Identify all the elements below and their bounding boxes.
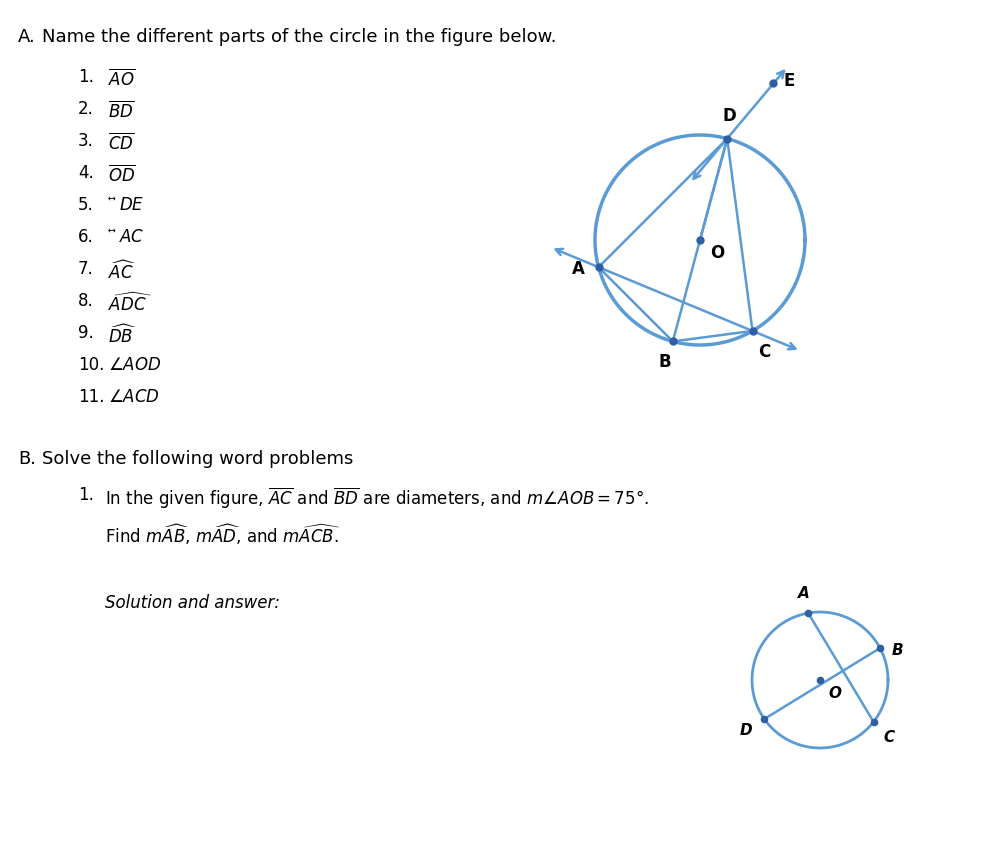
Text: 10.: 10.: [78, 356, 104, 374]
Text: B.: B.: [18, 450, 36, 468]
Text: $\overline{BD}$: $\overline{BD}$: [108, 100, 134, 121]
Text: 11.: 11.: [78, 388, 104, 406]
Text: O: O: [710, 244, 724, 262]
Text: 3.: 3.: [78, 132, 93, 150]
Text: $\overline{OD}$: $\overline{OD}$: [108, 164, 136, 185]
Text: $\widehat{DB}$: $\widehat{DB}$: [108, 324, 137, 347]
Text: 1.: 1.: [78, 486, 93, 504]
Text: $\widehat{ADC}$: $\widehat{ADC}$: [108, 292, 151, 314]
Text: $\overleftrightarrow{AC}$: $\overleftrightarrow{AC}$: [108, 228, 144, 246]
Text: 5.: 5.: [78, 196, 93, 214]
Text: $\widehat{AC}$: $\widehat{AC}$: [108, 260, 136, 283]
Text: C: C: [883, 730, 894, 745]
Text: 8.: 8.: [78, 292, 93, 310]
Text: Find $m\widehat{AB}$, $m\widehat{AD}$, and $m\widehat{ACB}$.: Find $m\widehat{AB}$, $m\widehat{AD}$, a…: [105, 522, 339, 547]
Text: D: D: [722, 106, 736, 124]
Text: 2.: 2.: [78, 100, 93, 118]
Text: B: B: [658, 354, 671, 371]
Text: In the given figure, $\overline{AC}$ and $\overline{BD}$ are diameters, and $m\a: In the given figure, $\overline{AC}$ and…: [105, 486, 648, 511]
Text: C: C: [757, 343, 770, 361]
Text: 7.: 7.: [78, 260, 93, 278]
Text: D: D: [739, 723, 751, 738]
Text: $\overleftrightarrow{DE}$: $\overleftrightarrow{DE}$: [108, 196, 144, 214]
Text: Solution and answer:: Solution and answer:: [105, 594, 279, 612]
Text: $\overline{AO}$: $\overline{AO}$: [108, 68, 135, 89]
Text: 9.: 9.: [78, 324, 93, 342]
Text: 4.: 4.: [78, 164, 93, 182]
Text: A: A: [797, 586, 809, 601]
Text: A.: A.: [18, 28, 36, 46]
Text: 1.: 1.: [78, 68, 93, 86]
Text: Name the different parts of the circle in the figure below.: Name the different parts of the circle i…: [42, 28, 556, 46]
Text: $\angle ACD$: $\angle ACD$: [108, 388, 160, 406]
Text: E: E: [782, 72, 794, 90]
Text: A: A: [572, 260, 584, 278]
Text: 6.: 6.: [78, 228, 93, 246]
Text: B: B: [892, 642, 903, 658]
Text: $\angle AOD$: $\angle AOD$: [108, 356, 161, 374]
Text: O: O: [827, 686, 840, 701]
Text: $\overline{CD}$: $\overline{CD}$: [108, 132, 134, 153]
Text: Solve the following word problems: Solve the following word problems: [42, 450, 353, 468]
